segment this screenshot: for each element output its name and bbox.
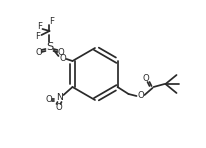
Text: O: O (45, 95, 52, 104)
Text: O: O (59, 53, 66, 62)
Text: F: F (49, 16, 54, 25)
Text: O: O (142, 74, 149, 82)
Text: F: F (37, 21, 42, 30)
Text: O: O (57, 48, 64, 57)
Text: S: S (46, 42, 53, 52)
Text: F: F (35, 32, 40, 41)
Text: O: O (55, 103, 62, 112)
Text: N: N (56, 94, 63, 103)
Text: O: O (137, 91, 144, 100)
Text: O: O (35, 48, 42, 57)
